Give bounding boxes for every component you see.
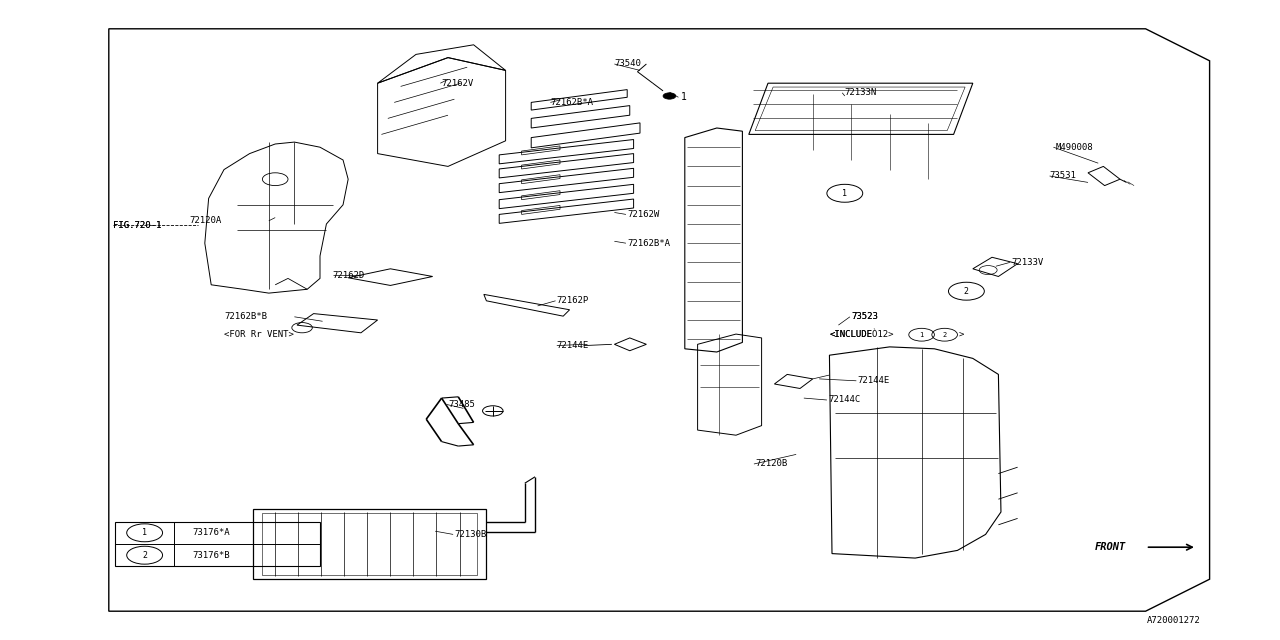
Text: 72144E: 72144E [557,341,589,350]
Text: <INCLUDEÒ12>: <INCLUDEÒ12> [829,330,893,339]
Text: A720001272: A720001272 [1147,616,1201,625]
Text: M490008: M490008 [1056,143,1093,152]
Text: 72162B*B: 72162B*B [224,312,268,321]
Text: <FOR Rr VENT>: <FOR Rr VENT> [224,330,294,339]
Text: FIG.720-1: FIG.720-1 [113,221,161,230]
Text: 72162D: 72162D [333,271,365,280]
Text: 1: 1 [142,528,147,538]
Text: >: > [959,330,964,339]
Text: 72162V: 72162V [442,79,474,88]
Text: 72120A: 72120A [189,216,221,225]
Text: 1: 1 [842,189,847,198]
Text: 2: 2 [142,550,147,560]
Text: 72144E: 72144E [858,376,890,385]
Text: 72120B: 72120B [755,460,787,468]
Text: 1: 1 [681,92,687,102]
Polygon shape [1094,533,1142,561]
Text: 72162W: 72162W [627,210,659,219]
Text: 72162P: 72162P [557,296,589,305]
Text: 1: 1 [919,332,924,338]
Text: 73485: 73485 [448,400,475,409]
Text: 2: 2 [964,287,969,296]
Text: 73531: 73531 [1050,172,1076,180]
Text: 72162B*A: 72162B*A [550,98,594,107]
Text: 72130B: 72130B [454,530,486,539]
Text: 72162B*A: 72162B*A [627,239,671,248]
Text: 73176*B: 73176*B [192,550,229,560]
Text: 72133N: 72133N [845,88,877,97]
Text: FRONT: FRONT [1094,542,1125,552]
Text: 73523: 73523 [851,312,878,321]
Text: 72144C: 72144C [828,396,860,404]
Text: 2: 2 [942,332,947,338]
Text: 72133V: 72133V [1011,258,1043,267]
Text: FIG.720-1: FIG.720-1 [113,221,161,230]
Text: 73176*A: 73176*A [192,528,229,538]
Text: <INCLUDE: <INCLUDE [829,330,873,339]
Text: 73523: 73523 [851,312,878,321]
Text: 73540: 73540 [614,60,641,68]
Circle shape [663,93,676,99]
